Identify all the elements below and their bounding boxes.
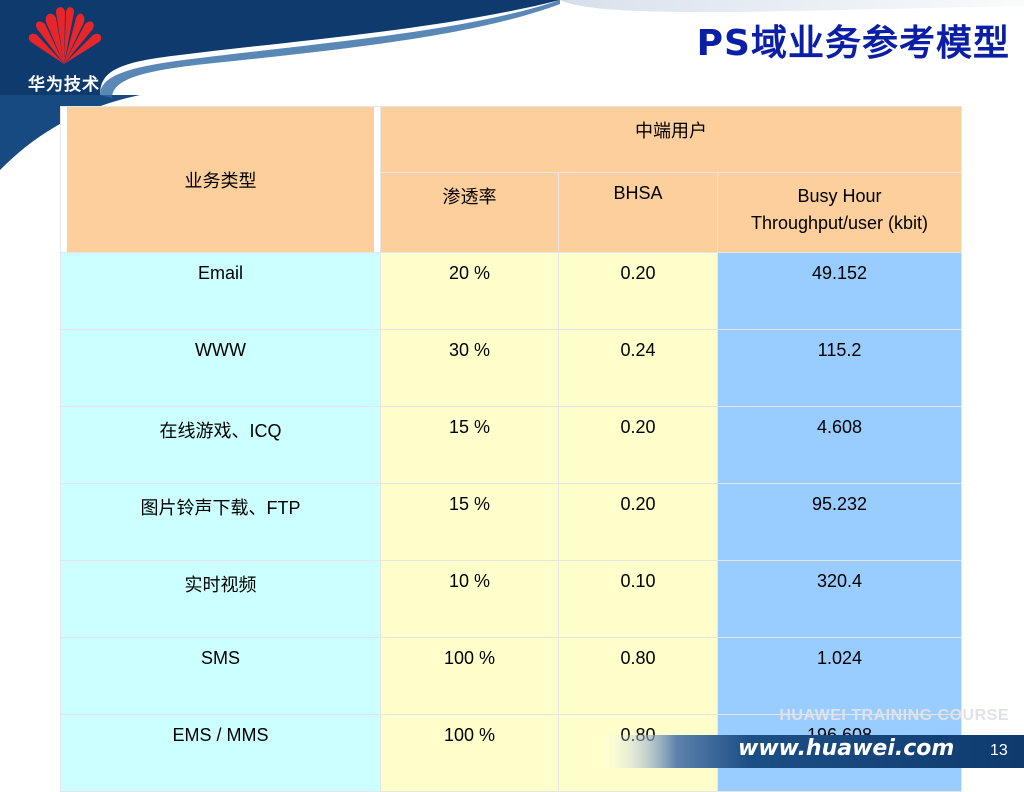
slide-header: 华为技术 PS域业务参考模型 [0, 0, 1024, 170]
website-link[interactable]: www.huawei.com [738, 736, 955, 761]
table-row: WWW 30 % 0.24 115.2 [60, 329, 962, 407]
cell-bhsa: 0.20 [558, 483, 718, 561]
cell-throughput: 4.608 [717, 406, 962, 484]
cell-throughput: 320.4 [717, 560, 962, 638]
header-service-type: 业务类型 [60, 106, 381, 253]
table-row: 实时视频 10 % 0.10 320.4 [60, 560, 962, 638]
header-mid-range-users: 中端用户 [380, 106, 962, 173]
cell-throughput: 95.232 [717, 483, 962, 561]
header-busy-hour-throughput: Busy Hour Throughput/user (kbit) [717, 172, 962, 253]
header-throughput-line1: Busy Hour [797, 186, 882, 206]
footer-band [600, 735, 1024, 768]
table-row: SMS 100 % 0.80 1.024 [60, 637, 962, 715]
huawei-logo: 华为技术 [18, 6, 110, 95]
cell-penetration: 15 % [380, 406, 559, 484]
cell-bhsa: 0.80 [558, 637, 718, 715]
training-course-watermark: HUAWEI TRAINING COURSE [779, 707, 1009, 724]
cell-penetration: 20 % [380, 252, 559, 330]
logo-text: 华为技术 [28, 75, 100, 95]
cell-throughput: 1.024 [717, 637, 962, 715]
page-number: 13 [990, 742, 1008, 759]
cell-penetration: 100 % [380, 714, 559, 792]
cell-service-type: 图片铃声下载、FTP [60, 483, 381, 561]
cell-service-type: 在线游戏、ICQ [60, 406, 381, 484]
header-bhsa: BHSA [558, 172, 718, 253]
table-row: Email 20 % 0.20 49.152 [60, 252, 962, 330]
huawei-petal-icon [28, 7, 102, 65]
page-title: PS域业务参考模型 [696, 23, 1010, 64]
cell-penetration: 15 % [380, 483, 559, 561]
cell-service-type: 实时视频 [60, 560, 381, 638]
cell-service-type: EMS / MMS [60, 714, 381, 792]
cell-bhsa: 0.20 [558, 252, 718, 330]
header-penetration: 渗透率 [380, 172, 559, 253]
cell-penetration: 10 % [380, 560, 559, 638]
cell-bhsa: 0.10 [558, 560, 718, 638]
header-throughput-line2: Throughput/user (kbit) [750, 213, 929, 233]
cell-service-type: WWW [60, 329, 381, 407]
cell-service-type: SMS [60, 637, 381, 715]
cell-service-type: Email [60, 252, 381, 330]
table-row: 在线游戏、ICQ 15 % 0.20 4.608 [60, 406, 962, 484]
table-row: 图片铃声下载、FTP 15 % 0.20 95.232 [60, 483, 962, 561]
service-model-table: 业务类型 中端用户 渗透率 BHSA Busy Hour Throughput/… [60, 106, 962, 792]
cell-penetration: 100 % [380, 637, 559, 715]
cell-throughput: 49.152 [717, 252, 962, 330]
cell-penetration: 30 % [380, 329, 559, 407]
cell-bhsa: 0.24 [558, 329, 718, 407]
cell-throughput: 115.2 [717, 329, 962, 407]
header-background [0, 0, 1024, 170]
cell-bhsa: 0.20 [558, 406, 718, 484]
